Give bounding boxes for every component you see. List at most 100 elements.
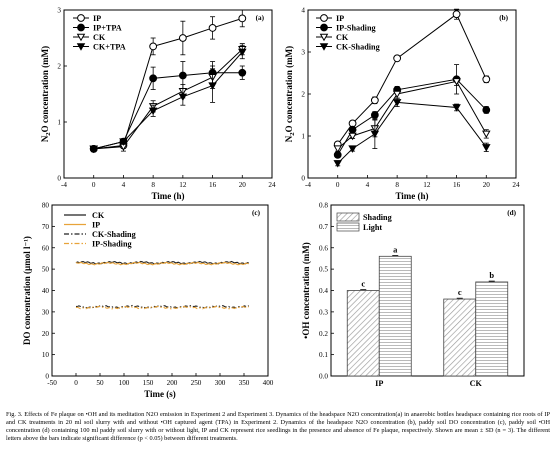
panel-c-y-tick-label: 80 xyxy=(42,202,50,210)
panel-a-data-point xyxy=(238,68,247,77)
panel-a-plot-frame xyxy=(63,9,273,179)
panel-a-x-tick-label: 12 xyxy=(179,181,187,189)
panel-b-data-point xyxy=(482,75,491,84)
panel-a-x-tick-label: 16 xyxy=(209,181,217,189)
panel-a-x-axis-label: Time (h) xyxy=(151,191,184,201)
panel-b-data-point xyxy=(482,106,491,114)
panel-a-legend-marker xyxy=(77,14,85,22)
panel-a-y-tick-label: 1 xyxy=(57,119,61,127)
panel-b-x-tick-label: 0 xyxy=(336,181,340,189)
panel-d-y-tick-label: 0.7 xyxy=(319,223,328,231)
chart-panel-c: -50 0 50 100 150 200 250 300 350 4000102030405060… xyxy=(22,202,274,399)
panel-a-data-point xyxy=(178,71,187,80)
panel-a-data-point xyxy=(89,145,98,154)
panel-b-x-tick-label: 4 xyxy=(366,181,370,189)
panel-b-legend-marker xyxy=(320,23,328,32)
panel-b-legend-marker xyxy=(319,43,329,51)
panel-b-x-axis-label: Time (h) xyxy=(395,191,428,201)
panel-b-series-line xyxy=(337,80,487,149)
panel-b-legend-label: CK-Shading xyxy=(336,43,381,52)
panel-c-plot-frame xyxy=(51,204,269,377)
panel-b-legend-label: IP xyxy=(336,14,344,23)
panel-b-y-tick-label: 4 xyxy=(301,7,305,15)
panel-a-x-tick-label: 0 xyxy=(92,181,96,189)
panel-c-x-tick-label: 300 xyxy=(215,379,226,387)
panel-b-data-point xyxy=(333,160,342,168)
panel-b-data-point xyxy=(348,145,357,153)
chart-panel-d: 0.0 0.1 0.2 0.3 0.4 0.5 0.6 0.7 0.8 •OH concentra… xyxy=(301,202,525,388)
panel-b-series-line xyxy=(337,101,487,164)
panel-b-x-tick-label: 12 xyxy=(423,181,431,189)
panel-c-y-tick-label: 70 xyxy=(42,223,50,231)
panel-a-x-tick-label: -4 xyxy=(61,181,67,189)
panel-d-bar xyxy=(378,255,412,377)
panel-b-data-point xyxy=(348,125,357,134)
panel-a-series-line xyxy=(93,17,243,150)
panel-d-y-tick-label: 0.3 xyxy=(319,308,328,316)
panel-b-data-point xyxy=(452,78,461,86)
panel-b-x-tick-label: -4 xyxy=(305,181,311,189)
panel-c-panel-label: (c) xyxy=(252,209,261,217)
panel-d-panel-label: (d) xyxy=(507,209,516,217)
panel-a-data-point xyxy=(178,93,188,102)
panel-c-y-tick-label: 40 xyxy=(42,287,50,295)
panel-d-legend-swatch xyxy=(336,212,360,222)
panel-a-legend-label: IP xyxy=(93,14,101,23)
panel-c-x-tick-label: 200 xyxy=(167,379,178,387)
panel-b-x-tick-label: 20 xyxy=(483,181,491,189)
panel-c-series-ip xyxy=(75,261,249,266)
panel-a-x-tick-label: 24 xyxy=(268,181,276,189)
panel-c-x-axis-label: Time (s) xyxy=(144,389,176,399)
panel-b-x-tick-label: 8 xyxy=(395,181,399,189)
panel-c-x-tick-label: 150 xyxy=(143,379,154,387)
panel-a-data-point xyxy=(238,14,247,23)
panel-b-legend-label: IP-Shading xyxy=(336,24,376,33)
panel-d-y-tick-label: 0.8 xyxy=(319,202,328,210)
panel-b-data-point xyxy=(452,104,461,112)
panel-b-series-ip-shading xyxy=(333,64,491,159)
panel-d-category-label: CK xyxy=(470,379,483,388)
panel-a-series-line xyxy=(93,51,243,150)
panel-b-data-point xyxy=(482,130,491,139)
panel-c-x-tick-label: 350 xyxy=(239,379,250,387)
panel-b-data-point xyxy=(392,90,402,99)
panel-b-data-point xyxy=(392,99,402,107)
panel-a-legend-marker xyxy=(76,43,86,51)
panel-b-legend-marker xyxy=(320,14,328,22)
panel-a-legend-label: CK xyxy=(93,33,106,42)
panel-b-data-point xyxy=(393,54,402,63)
panel-d-legend-label: Light xyxy=(363,223,382,232)
panel-c-x-tick-label: 50 xyxy=(96,379,104,387)
panel-d-bar xyxy=(475,281,509,377)
panel-b-data-point xyxy=(370,111,379,119)
panel-c-series-ck-shading xyxy=(75,304,250,309)
panel-d-y-tick-label: 0.6 xyxy=(319,244,328,252)
panel-a-series-line xyxy=(93,72,243,150)
panel-a-data-point xyxy=(149,42,158,51)
panel-b-data-point xyxy=(348,132,357,141)
panel-d-bar xyxy=(346,290,380,377)
panel-b-data-point xyxy=(333,145,342,153)
panel-b-y-tick-label: 1 xyxy=(301,133,305,141)
panel-a-y-tick-label: 2 xyxy=(57,63,61,71)
panel-b-data-point xyxy=(370,130,380,139)
panel-a-series-ck xyxy=(89,43,247,154)
panel-b-series-ck-shading xyxy=(333,97,491,168)
panel-d-significance-letter: c xyxy=(361,279,365,289)
panel-a-y-tick-label: 3 xyxy=(57,7,61,15)
panel-d-significance-letter: a xyxy=(393,244,398,254)
panel-a-data-point xyxy=(119,138,128,146)
panel-d-bar xyxy=(443,298,477,377)
panel-a-data-point xyxy=(208,24,217,32)
panel-d-y-tick-label: 0.2 xyxy=(319,330,328,338)
panel-a-x-tick-label: 20 xyxy=(239,181,247,189)
panel-a-y-axis-label: N2O concentration (mM) xyxy=(40,46,52,142)
panel-c-legend-label: IP-Shading xyxy=(92,240,132,249)
panel-b-data-point xyxy=(452,10,461,19)
panel-c-legend-label: CK-Shading xyxy=(92,230,137,239)
panel-b-panel-label: (b) xyxy=(499,14,508,22)
panel-a-data-point xyxy=(238,48,247,57)
panel-b-data-point xyxy=(370,96,379,105)
panel-b-y-tick-label: 2 xyxy=(301,91,305,99)
panel-b-data-point xyxy=(482,144,491,152)
